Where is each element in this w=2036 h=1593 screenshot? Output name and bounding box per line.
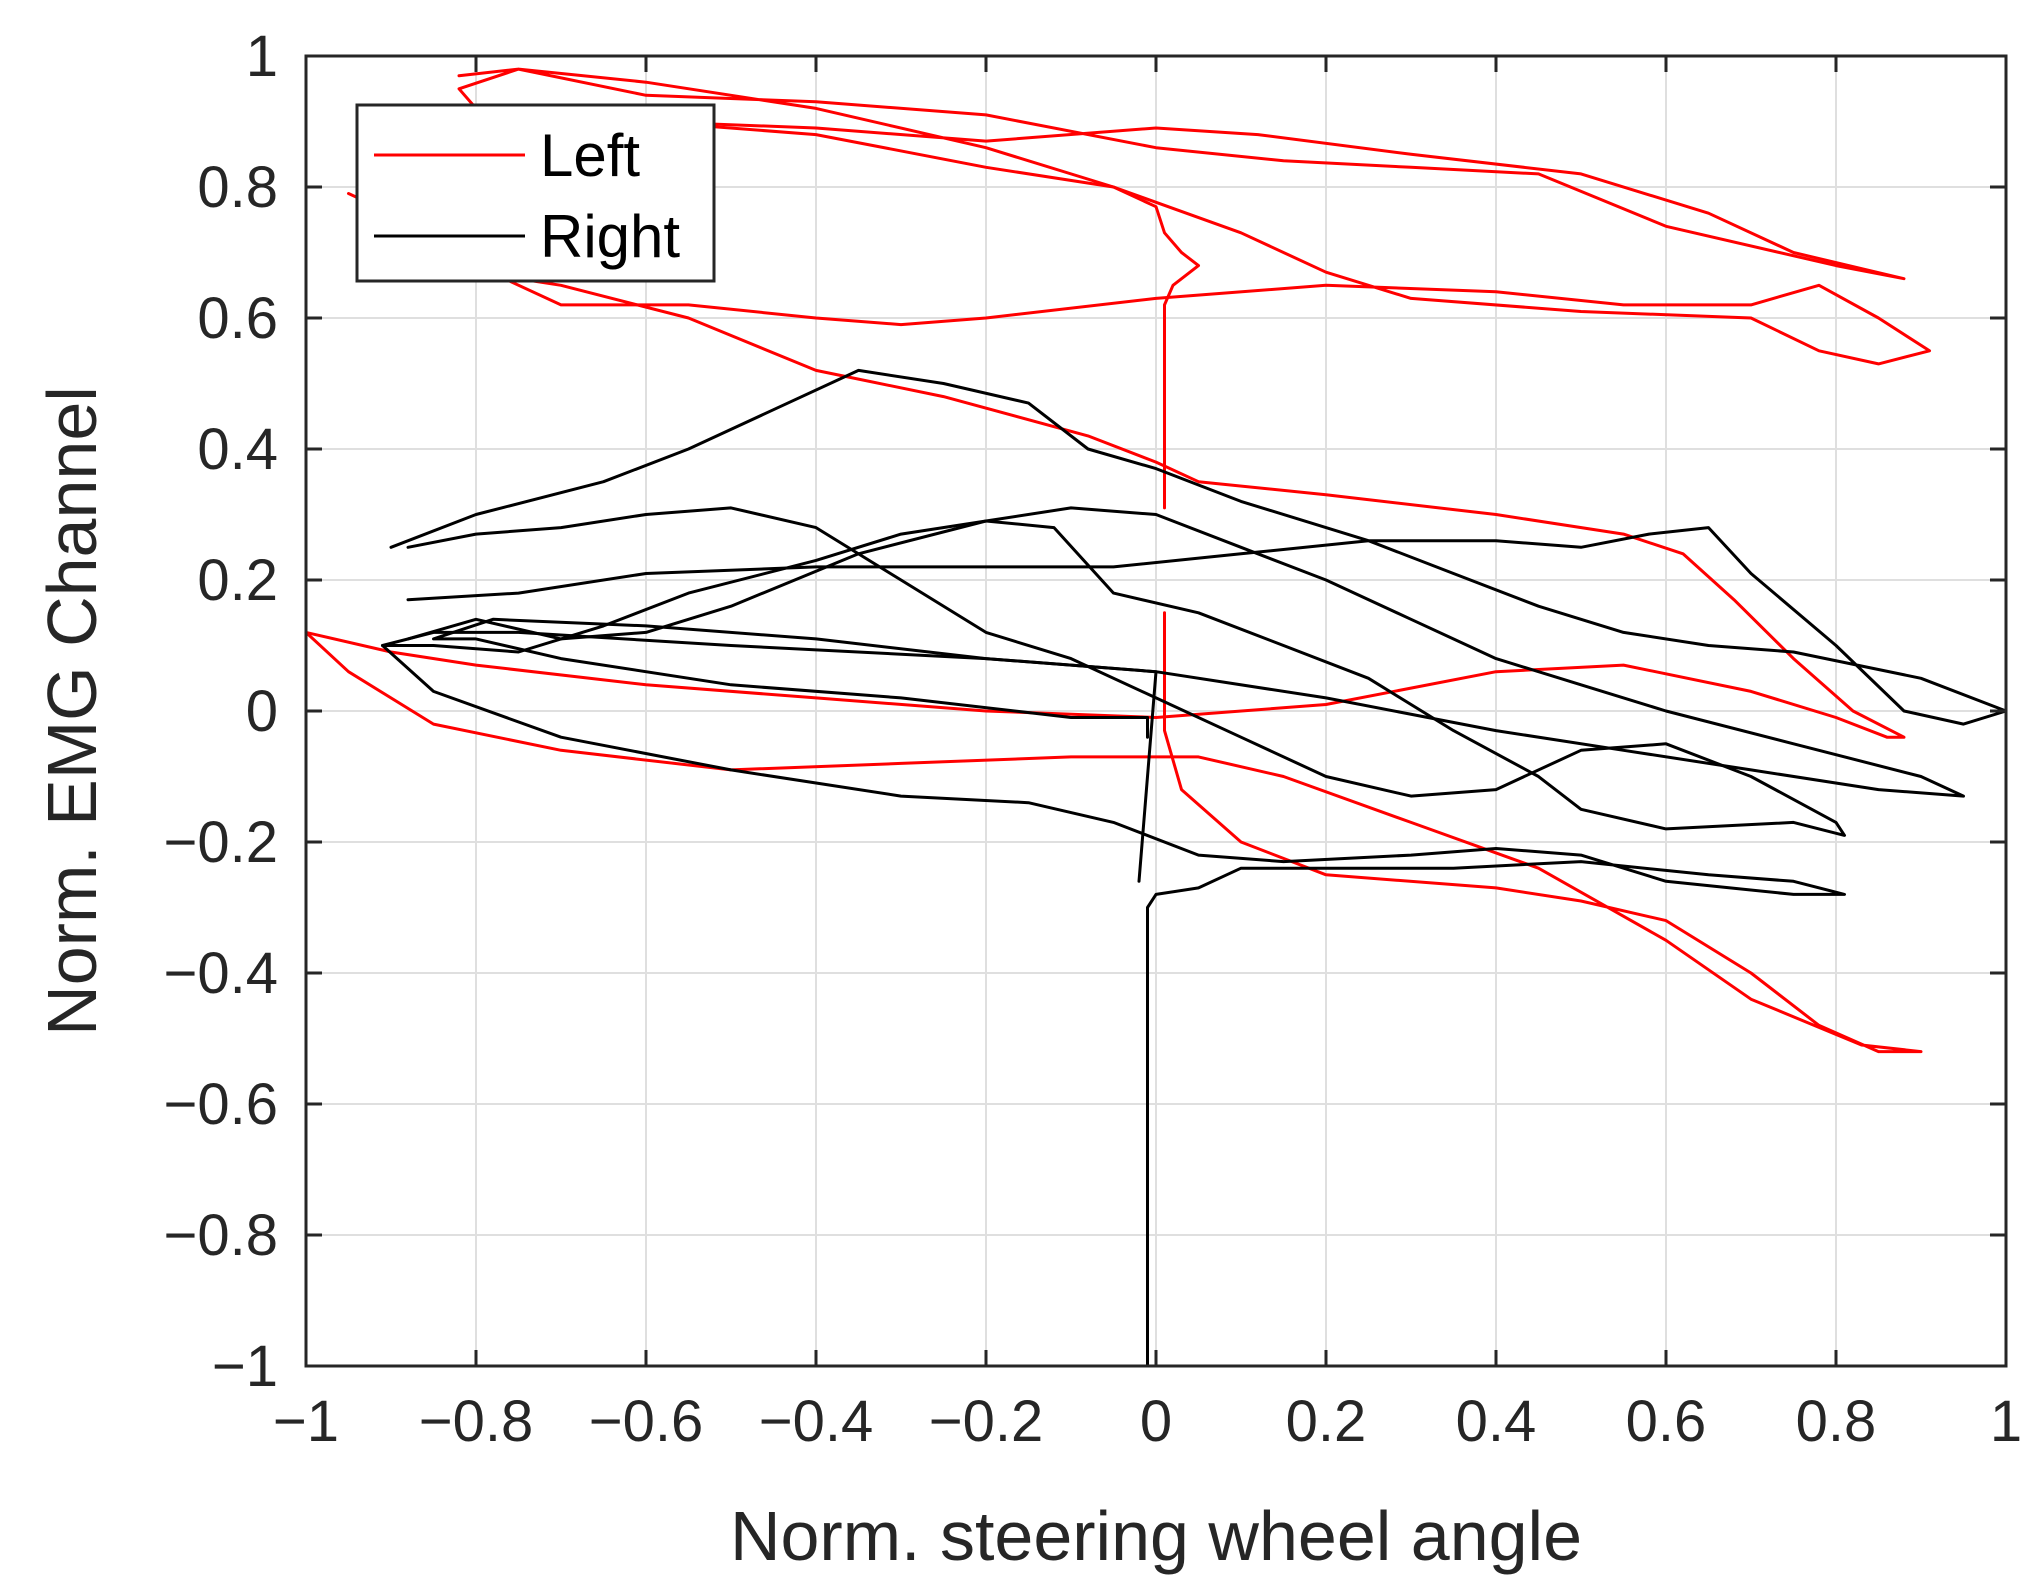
y-tick-label: 0 [246, 679, 278, 744]
series-layer [304, 67, 2008, 1368]
x-tick-label: 0.2 [1286, 1389, 1367, 1454]
x-axis-ticks: −1 −0.8 −0.6 −0.4 −0.2 0 0.2 0.4 0.6 0.8 1 [273, 56, 2022, 1454]
x-tick-label: −0.2 [929, 1389, 1044, 1454]
x-tick-label: −1 [273, 1389, 339, 1454]
x-tick-label: 0.4 [1456, 1389, 1537, 1454]
series-line-left-1 [457, 67, 1906, 510]
x-tick-label: 1 [1990, 1389, 2022, 1454]
y-tick-label: 0.4 [197, 417, 278, 482]
series-line-right-6 [381, 506, 1846, 837]
legend-box [355, 103, 716, 283]
series-line-right-5 [389, 368, 2008, 726]
x-tick-label: 0.8 [1796, 1389, 1877, 1454]
y-tick-label: −0.6 [164, 1072, 279, 1137]
x-tick-label: −0.4 [759, 1389, 874, 1454]
series-line-right-8 [381, 630, 1846, 1368]
x-tick-label: 0.6 [1626, 1389, 1707, 1454]
legend-label-left: Left [540, 122, 640, 189]
x-tick-label: −0.8 [419, 1389, 534, 1454]
y-tick-label: 0.8 [197, 155, 278, 220]
y-tick-label: 0.2 [197, 548, 278, 613]
y-tick-label: 1 [246, 24, 278, 89]
series-line-right-7 [406, 506, 1965, 798]
y-axis-label: Norm. EMG Channel [33, 386, 111, 1036]
x-tick-label: 0 [1140, 1389, 1172, 1454]
y-tick-label: −1 [212, 1334, 278, 1399]
series-line-left-2 [347, 106, 1931, 366]
y-tick-label: −0.4 [164, 941, 279, 1006]
y-axis-ticks: −1 −0.8 −0.6 −0.4 −0.2 0 0.2 0.4 0.6 0.8 1 [164, 24, 2006, 1399]
y-tick-label: −0.8 [164, 1203, 279, 1268]
legend: Left Right [355, 103, 716, 283]
legend-label-right: Right [540, 203, 680, 270]
series-line-left-3 [304, 251, 1906, 739]
y-tick-label: 0.6 [197, 286, 278, 351]
series-line-left-4 [304, 611, 1923, 1054]
x-axis-label: Norm. steering wheel angle [730, 1497, 1582, 1575]
x-tick-label: −0.6 [589, 1389, 704, 1454]
y-tick-label: −0.2 [164, 810, 279, 875]
